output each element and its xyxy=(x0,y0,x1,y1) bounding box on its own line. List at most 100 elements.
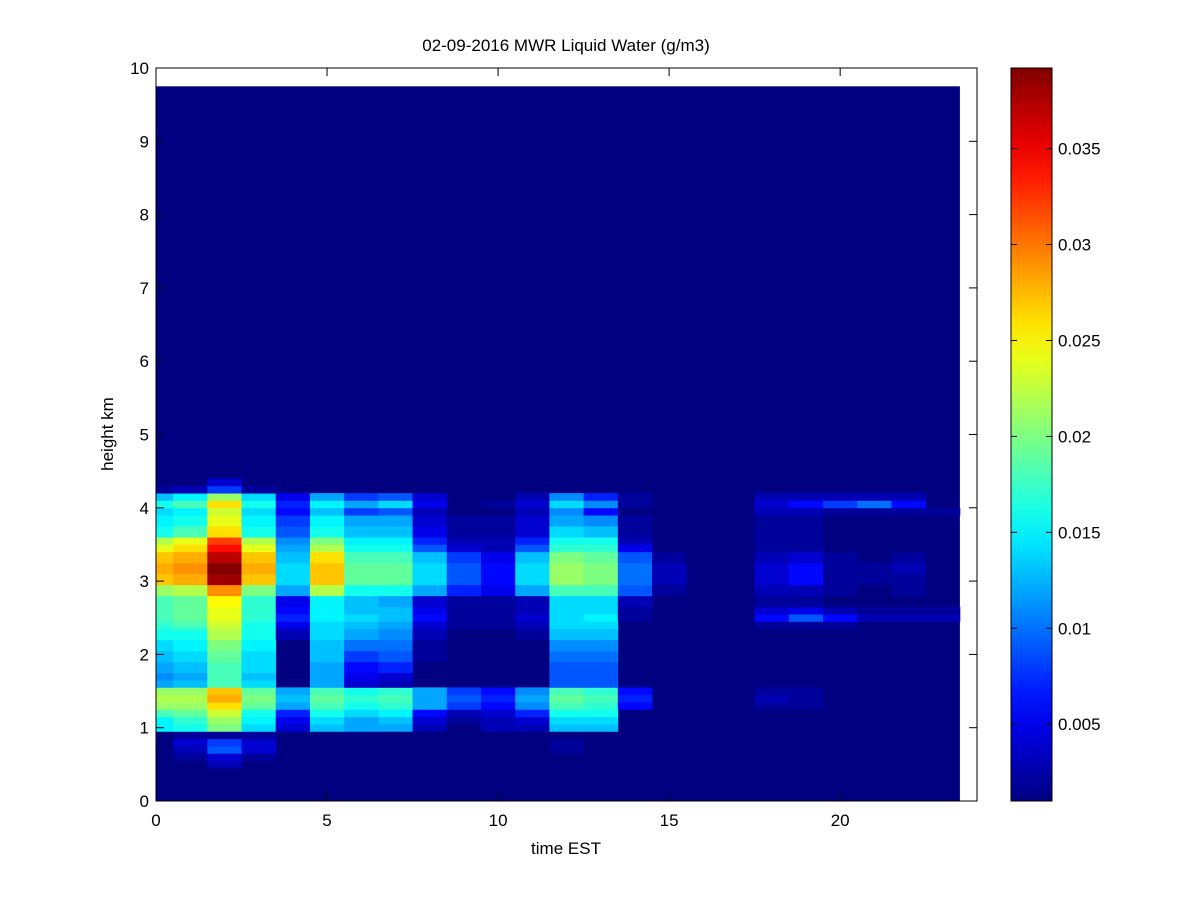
heatmap-cell xyxy=(241,584,277,597)
heatmap-cell xyxy=(549,606,585,615)
x-tick-label: 0 xyxy=(151,811,160,830)
heatmap-cell xyxy=(583,639,619,652)
heatmap-cell xyxy=(549,562,585,575)
heatmap-cell xyxy=(412,694,448,703)
heatmap-cell xyxy=(480,526,516,538)
heatmap-cell xyxy=(446,515,482,527)
heatmap-cell xyxy=(549,716,585,725)
heatmap-cell xyxy=(378,650,413,663)
heatmap-cell xyxy=(241,702,277,710)
heatmap-cell xyxy=(344,687,379,696)
heatmap-cell xyxy=(378,639,413,652)
heatmap-cell xyxy=(412,595,448,608)
heatmap-cell xyxy=(241,551,277,564)
heatmap-cell xyxy=(241,687,277,696)
colorbar-tick-label: 0.025 xyxy=(1058,331,1101,350)
heatmap-cell xyxy=(378,537,413,545)
heatmap-cell xyxy=(412,702,448,710)
heatmap-cell xyxy=(344,526,379,538)
heatmap-cell xyxy=(378,687,413,696)
heatmap-cell xyxy=(241,746,277,754)
heatmap-cell xyxy=(412,709,448,718)
heatmap-cell xyxy=(275,709,311,718)
heatmap-cell xyxy=(207,738,242,747)
heatmap-cell xyxy=(515,595,550,608)
heatmap-cell xyxy=(309,537,345,545)
heatmap-cell xyxy=(309,544,345,553)
heatmap-cell xyxy=(309,628,345,641)
heatmap-cell xyxy=(309,650,345,663)
heatmap-cell xyxy=(241,493,277,501)
heatmap-cell xyxy=(549,746,585,754)
heatmap-cell xyxy=(549,595,585,608)
heatmap-cell xyxy=(823,500,858,509)
heatmap-cell xyxy=(652,584,687,597)
heatmap-cell xyxy=(207,551,242,564)
heatmap-cell xyxy=(446,551,482,564)
heatmap-cell xyxy=(241,709,277,718)
heatmap-cell xyxy=(156,650,174,663)
heatmap-cell xyxy=(583,584,619,597)
heatmap-cell xyxy=(823,562,858,575)
heatmap-cell xyxy=(617,562,653,575)
y-tick-label: 5 xyxy=(140,426,149,445)
heatmap-cell xyxy=(788,687,824,696)
y-tick-label: 4 xyxy=(140,499,149,518)
heatmap-cell xyxy=(207,485,242,494)
heatmap-cell xyxy=(275,595,311,608)
heatmap-cell xyxy=(173,551,208,564)
heatmap-cell xyxy=(241,628,277,641)
heatmap-cell xyxy=(788,562,824,575)
heatmap-cell xyxy=(156,573,174,586)
heatmap-cell xyxy=(823,614,858,622)
heatmap-cell xyxy=(617,515,653,527)
heatmap-cell xyxy=(583,628,619,641)
heatmap-cell xyxy=(583,595,619,608)
heatmap-cell xyxy=(207,724,242,732)
heatmap-cell xyxy=(480,573,516,586)
heatmap-cell xyxy=(446,621,482,630)
heatmap-cell xyxy=(378,515,413,527)
heatmap-cell xyxy=(446,544,482,553)
heatmap-cell xyxy=(173,562,208,575)
heatmap-cell xyxy=(156,562,174,575)
heatmap-cell xyxy=(207,544,242,553)
heatmap-cell xyxy=(652,562,687,575)
heatmap-cell xyxy=(309,716,345,725)
heatmap-cell xyxy=(754,584,790,597)
heatmap-cell xyxy=(344,661,379,674)
heatmap-cell xyxy=(446,562,482,575)
heatmap-cell xyxy=(156,716,174,725)
heatmap-cell xyxy=(788,544,824,553)
heatmap-cell xyxy=(857,562,892,575)
heatmap-cell xyxy=(754,544,790,553)
heatmap-cell xyxy=(309,702,345,710)
heatmap-cell xyxy=(156,680,174,688)
heatmap-cell xyxy=(583,606,619,615)
heatmap-cell xyxy=(156,493,174,501)
heatmap-cell xyxy=(309,694,345,703)
heatmap-cell xyxy=(344,500,379,509)
heatmap-cell xyxy=(583,709,619,718)
heatmap-cell xyxy=(857,614,892,622)
heatmap-cell xyxy=(549,709,585,718)
heatmap-cell xyxy=(549,639,585,652)
heatmap-cell xyxy=(344,621,379,630)
heatmap-cell xyxy=(412,639,448,652)
heatmap-cell xyxy=(241,606,277,615)
heatmap-cell xyxy=(309,551,345,564)
heatmap-cell xyxy=(617,544,653,553)
heatmap-cell xyxy=(173,753,208,762)
heatmap-cell xyxy=(309,724,345,732)
colorbar-tick-label: 0.005 xyxy=(1058,715,1101,734)
heatmap-cell xyxy=(156,702,174,710)
heatmap-cell xyxy=(480,500,516,509)
heatmap-cell xyxy=(412,544,448,553)
heatmap-cell xyxy=(173,650,208,663)
y-tick-label: 3 xyxy=(140,572,149,591)
heatmap-cell xyxy=(378,661,413,674)
heatmap-cell xyxy=(241,544,277,553)
heatmap-cell xyxy=(617,584,653,597)
heatmap-cell xyxy=(754,702,790,710)
heatmap-cell xyxy=(412,584,448,597)
